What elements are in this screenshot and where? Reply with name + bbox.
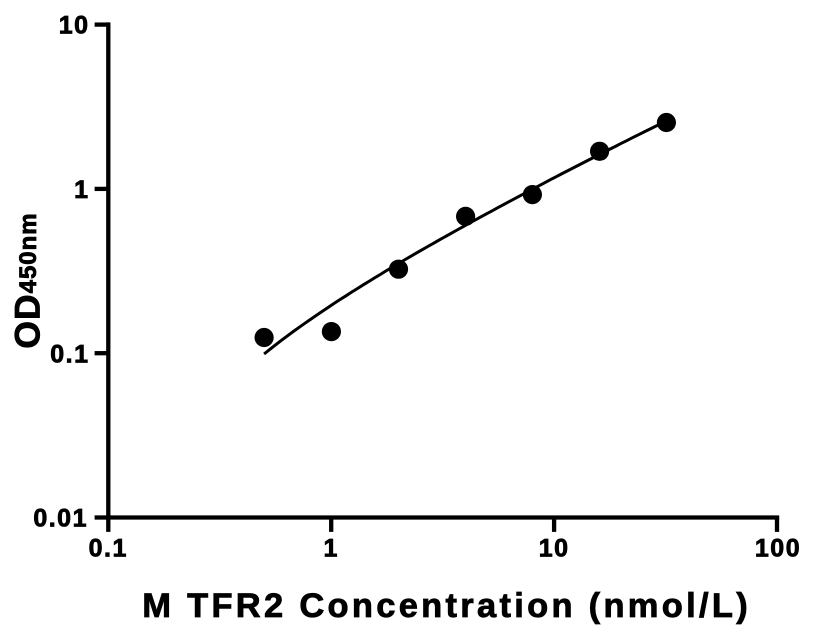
svg-text:0.1: 0.1 [89,535,128,563]
svg-text:1: 1 [74,176,89,204]
svg-text:100: 100 [755,535,801,563]
svg-text:10: 10 [59,12,90,40]
svg-text:M TFR2 Concentration (nmol/L): M TFR2 Concentration (nmol/L) [142,587,751,625]
svg-text:0.1: 0.1 [50,340,89,368]
svg-text:10: 10 [539,535,570,563]
svg-text:0.01: 0.01 [33,505,88,533]
svg-text:1: 1 [323,535,338,563]
svg-text:OD450nm: OD450nm [8,212,48,348]
